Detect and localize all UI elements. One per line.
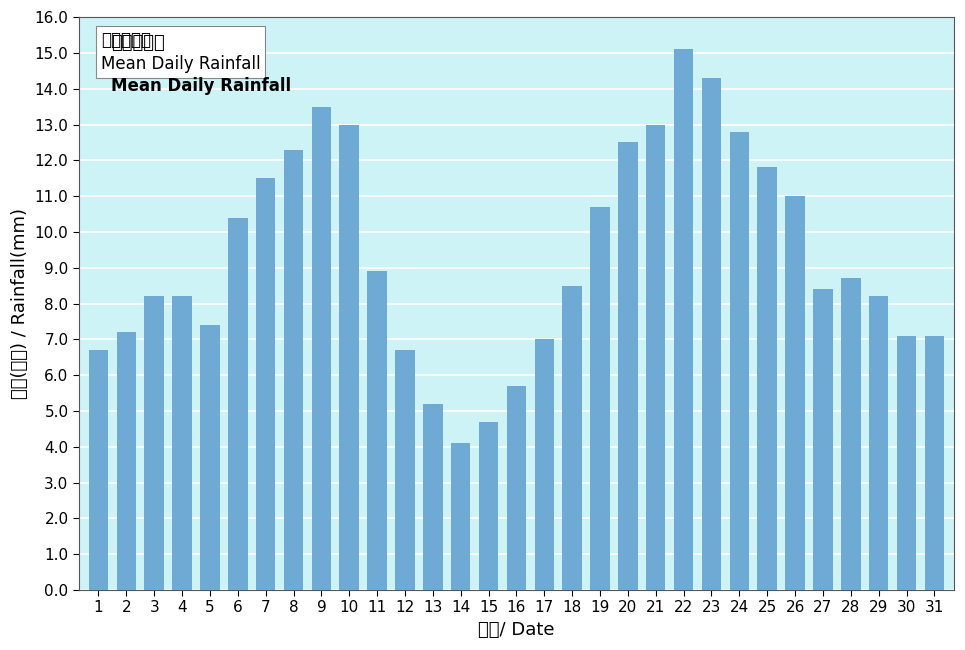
Bar [535, 339, 554, 590]
Bar [702, 78, 721, 590]
Bar [841, 278, 861, 590]
Bar [173, 296, 192, 590]
Bar [312, 107, 331, 590]
Bar [396, 350, 415, 590]
Bar [619, 142, 638, 590]
Bar [340, 125, 359, 590]
Y-axis label: 雨量(毫米) / Rainfall(mm): 雨量(毫米) / Rainfall(mm) [12, 208, 29, 399]
Bar [924, 336, 944, 590]
X-axis label: 日期/ Date: 日期/ Date [479, 621, 555, 639]
Bar [479, 422, 498, 590]
Bar [758, 168, 777, 590]
Bar [423, 404, 443, 590]
Bar [813, 289, 833, 590]
Bar [256, 178, 275, 590]
Bar [451, 443, 471, 590]
Bar [896, 336, 917, 590]
Text: 平均日雨量
Mean Daily Rainfall: 平均日雨量 Mean Daily Rainfall [100, 31, 261, 73]
Text: 平均日雨量: 平均日雨量 [111, 34, 165, 52]
Bar [868, 296, 889, 590]
Bar [284, 150, 303, 590]
Bar [563, 285, 582, 590]
Text: Mean Daily Rainfall: Mean Daily Rainfall [111, 77, 291, 96]
Bar [591, 207, 610, 590]
Bar [89, 350, 108, 590]
Bar [200, 325, 220, 590]
Bar [145, 296, 164, 590]
Bar [117, 332, 136, 590]
Bar [674, 49, 694, 590]
Bar [368, 271, 387, 590]
Bar [786, 196, 805, 590]
Bar [228, 218, 248, 590]
Bar [507, 386, 526, 590]
Bar [646, 125, 666, 590]
Bar [730, 132, 749, 590]
